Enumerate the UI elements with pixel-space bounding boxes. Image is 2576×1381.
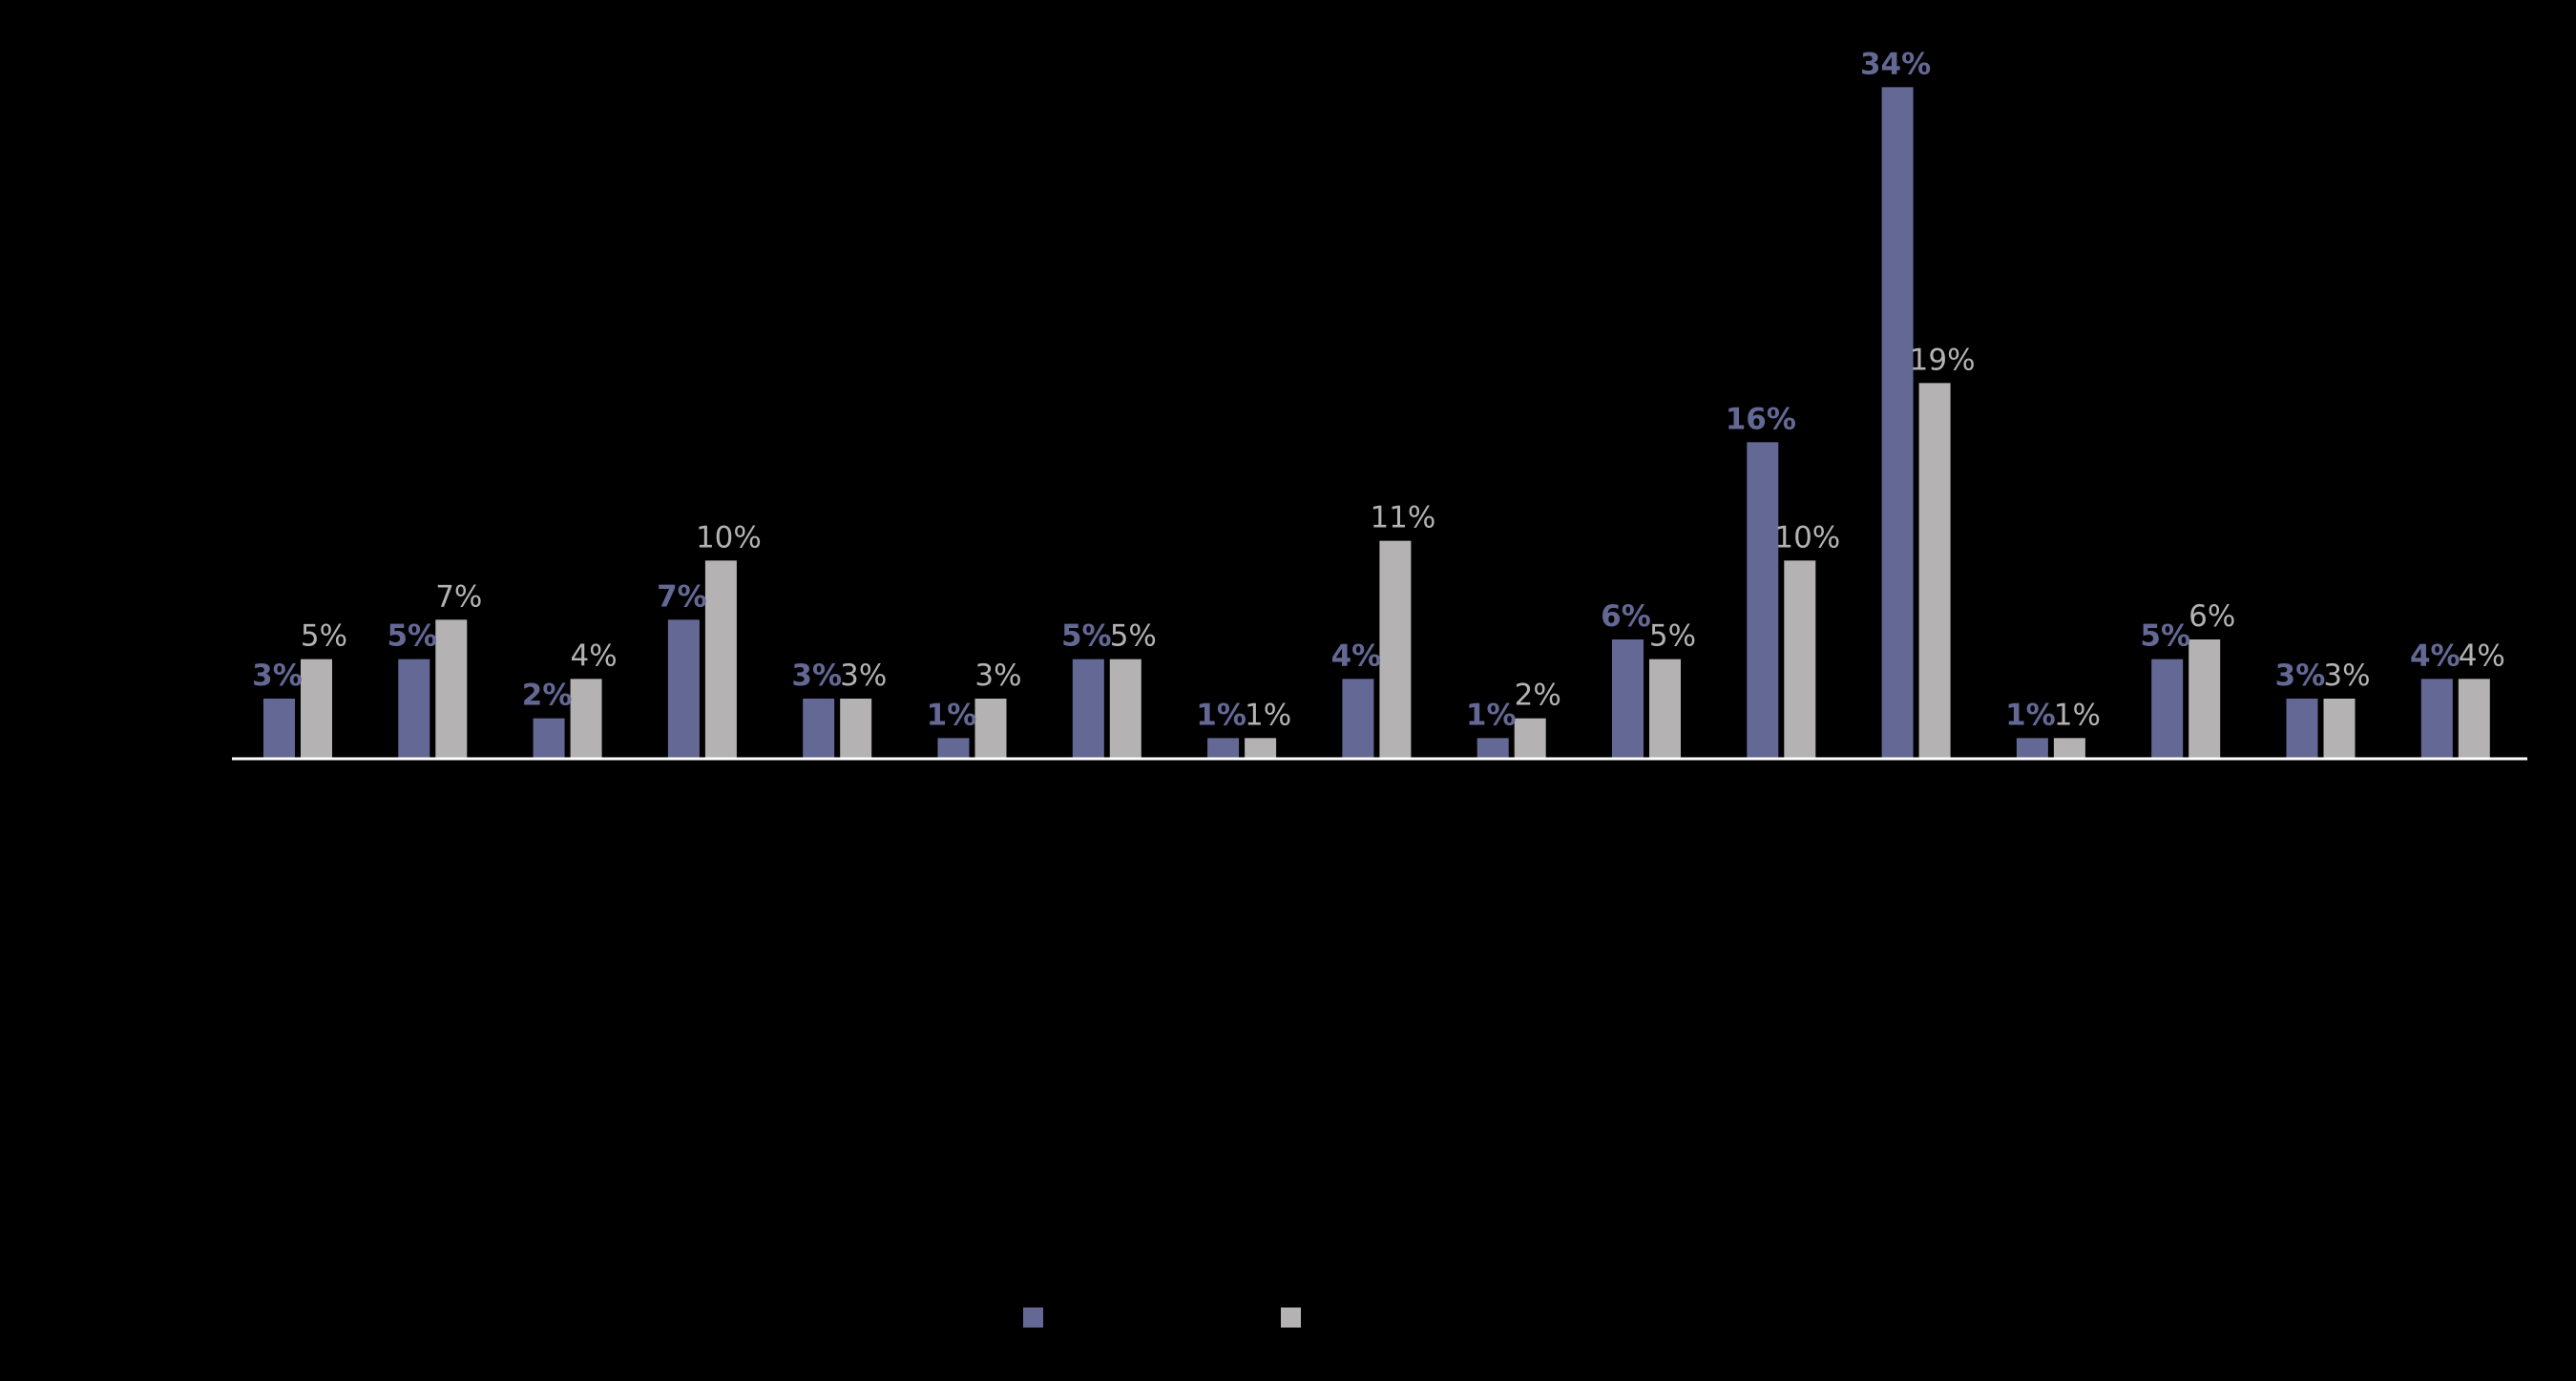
bar-series-b [1918,383,1951,758]
bar-series-b [1784,560,1816,758]
data-label-series-b: 10% [696,520,762,554]
bar-series-b [301,659,332,758]
bar-series-a [533,718,565,758]
bar-series-b [2458,679,2490,758]
bar-series-a [398,659,430,758]
data-label-series-b: 3% [840,659,887,693]
data-label-series-b: 10% [1774,520,1840,554]
legend-marker-series-a [1023,1308,1043,1328]
bar-series-a [1612,639,1644,758]
data-label-series-b: 5% [1110,619,1157,654]
data-label-series-a: 7% [657,579,707,614]
bar-series-b [2053,738,2085,758]
data-label-series-b: 6% [2189,599,2235,634]
bar-series-b [1245,738,1277,758]
bar-series-a [2151,659,2184,758]
data-label-series-a: 1% [2005,698,2056,732]
bar-series-b [570,679,602,758]
legend-marker-series-b [1281,1308,1301,1328]
data-label-series-a: 4% [2410,638,2461,673]
bar-series-a [263,699,295,758]
bar-series-a [667,619,700,758]
bar-series-b [840,699,872,758]
data-label-series-a: 1% [1466,698,1517,732]
data-label-series-a: 5% [387,619,437,654]
bar-series-b [1109,659,1141,758]
data-label-series-a: 5% [2140,619,2190,654]
data-label-series-b: 3% [974,659,1021,693]
data-label-series-a: 34% [1860,47,1931,81]
data-label-series-b: 3% [2323,659,2370,693]
data-label-series-b: 1% [2054,698,2101,732]
bar-series-a [937,738,970,758]
bar-series-b [2323,699,2356,758]
data-label-series-b: 5% [301,619,347,654]
bar-series-a [1747,442,1779,758]
data-label-series-a: 1% [927,698,977,732]
bar-series-a [2420,679,2453,758]
bar-series-a [803,699,835,758]
data-label-series-a: 4% [1331,638,1382,673]
data-label-series-a: 2% [522,679,573,713]
bar-series-a [1881,87,1914,759]
bar-series-b [704,560,737,758]
data-label-series-a: 3% [791,659,842,693]
bar-series-a [2286,699,2318,758]
bar-series-b [435,619,468,758]
data-label-series-b: 19% [1910,343,1976,377]
data-label-series-b: 4% [571,638,618,673]
data-label-series-b: 11% [1370,501,1435,535]
data-label-series-a: 16% [1726,402,1796,436]
bar-series-a [1207,738,1240,758]
bar-series-b [2189,639,2221,758]
bar-series-a [1342,679,1374,758]
data-label-series-b: 1% [1245,698,1291,732]
data-label-series-a: 3% [2275,659,2326,693]
bar-series-b [1649,659,1681,758]
bar-series-b [974,699,1007,758]
data-label-series-a: 3% [252,659,303,693]
data-label-series-a: 5% [1061,619,1112,654]
bar-series-a [1072,659,1104,758]
data-label-series-a: 1% [1196,698,1246,732]
bar-series-a [1476,738,1509,758]
data-label-series-b: 7% [435,579,482,614]
data-label-series-a: 6% [1601,599,1651,634]
data-label-series-b: 4% [2459,638,2505,673]
data-label-series-b: 5% [1649,619,1696,654]
bar-series-b [1514,718,1546,758]
bar-series-a [2016,738,2048,758]
data-label-series-b: 2% [1515,679,1561,713]
bar-series-b [1379,540,1412,758]
